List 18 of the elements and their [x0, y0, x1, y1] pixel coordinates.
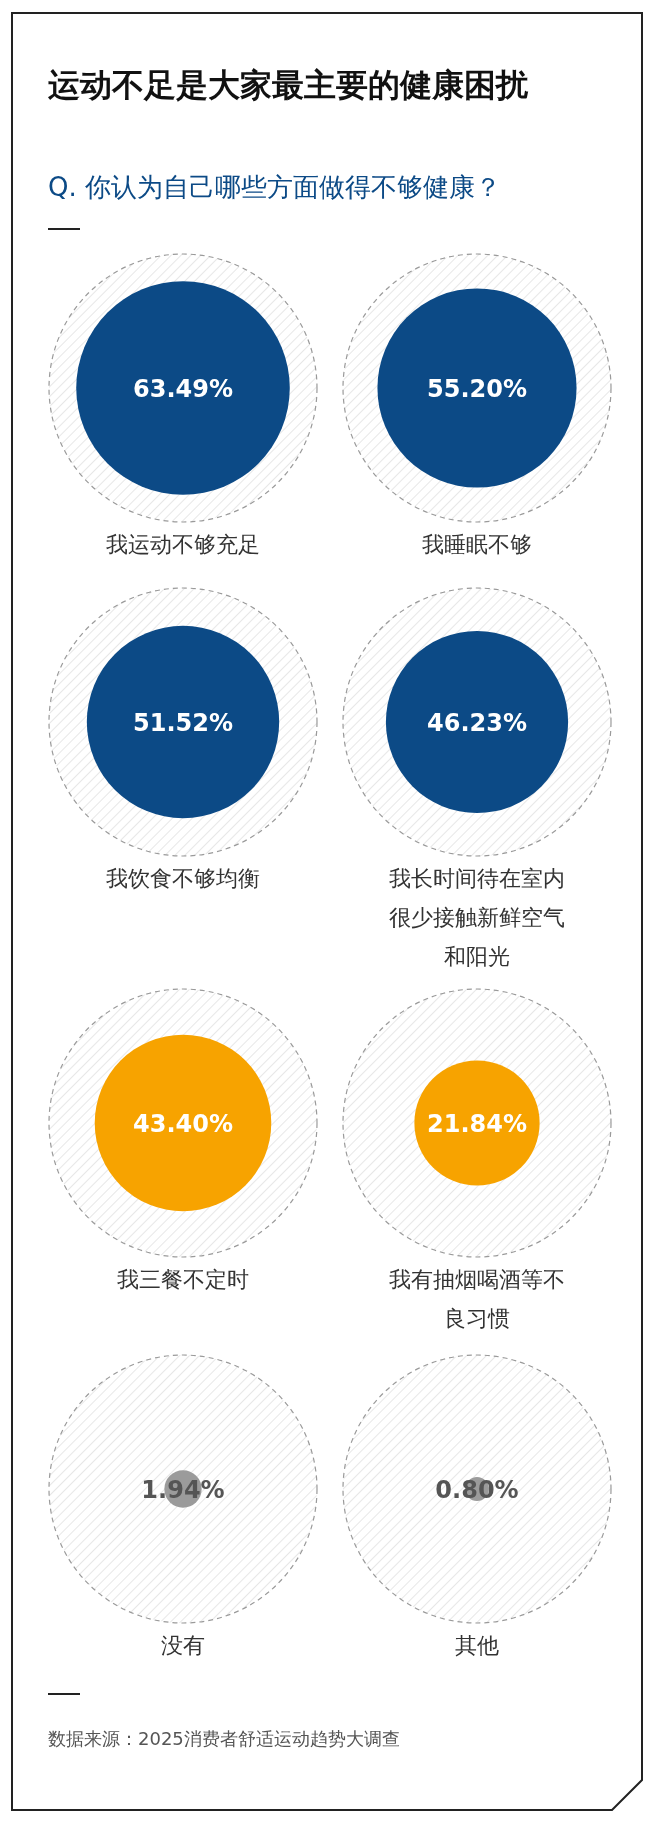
category-label: 我饮食不够均衡: [106, 866, 260, 891]
category-label: 我运动不够充足: [106, 532, 260, 557]
data-label: 55.20%: [427, 375, 527, 403]
data-label: 63.49%: [133, 375, 233, 403]
data-label: 21.84%: [427, 1110, 527, 1138]
category-label: 我有抽烟喝酒等不良习惯: [389, 1267, 565, 1331]
data-label: 1.94%: [141, 1476, 225, 1504]
source-note: 数据来源：2025消费者舒适运动趋势大调查: [48, 1728, 400, 1749]
data-label: 46.23%: [427, 709, 527, 737]
text: 运动不足是大家最主要的健康困扰: [47, 66, 529, 104]
category-label: 没有: [161, 1633, 205, 1658]
category-label: 我睡眠不够: [422, 532, 532, 557]
text: Q. 你认为自己哪些方面做得不够健康？: [48, 172, 501, 202]
data-label: 51.52%: [133, 709, 233, 737]
category-label: 其他: [455, 1633, 499, 1658]
category-label: 我三餐不定时: [117, 1267, 249, 1292]
data-label: 43.40%: [133, 1110, 233, 1138]
category-label: 我长时间待在室内很少接触新鲜空气和阳光: [389, 866, 565, 969]
